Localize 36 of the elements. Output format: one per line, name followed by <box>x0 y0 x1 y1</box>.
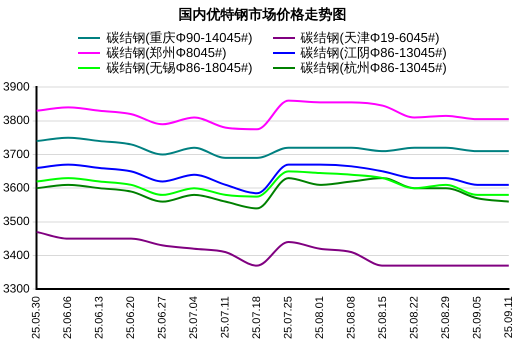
chart-title: 国内优特钢市场价格走势图 <box>178 5 348 24</box>
y-tick-label: 3500 <box>2 214 30 228</box>
legend-label: 碳结钢(重庆Φ90-14045#) <box>106 30 252 45</box>
y-tick-label: 3600 <box>2 180 30 195</box>
x-tick-label: 25.06.20 <box>125 296 138 340</box>
y-tick-label: 3400 <box>2 248 30 262</box>
y-tick-label: 3800 <box>2 113 30 128</box>
line-series <box>36 230 510 267</box>
line-series <box>36 100 510 130</box>
x-tick-label: 25.05.30 <box>30 296 43 340</box>
y-tick-label: 3900 <box>2 80 30 94</box>
legend-label: 碳结钢(郑州Φ8045#) <box>106 45 226 60</box>
x-tick-label: 25.07.11 <box>220 296 232 338</box>
x-tick-label: 25.07.25 <box>282 296 295 340</box>
x-tick-label: 25.08.08 <box>345 296 358 340</box>
x-tick-label: 25.06.13 <box>94 296 106 340</box>
legend-label: 碳结钢(杭州Φ86-13045#) <box>300 60 447 75</box>
line-series <box>36 170 510 198</box>
x-tick-label: 25.06.06 <box>62 296 74 340</box>
x-tick-label: 25.07.18 <box>251 296 264 340</box>
y-tick-label: 3700 <box>2 146 30 161</box>
x-tick-label: 25.09.05 <box>471 296 484 340</box>
line-series <box>36 164 510 194</box>
line-series <box>36 136 510 159</box>
line-series <box>36 177 510 210</box>
x-tick-label: 25.06.27 <box>156 296 169 340</box>
x-tick-label: 25.08.01 <box>314 296 326 340</box>
legend-label: 碳结钢(天津Φ19-6045#) <box>300 30 440 45</box>
legend-label: 碳结钢(无锡Φ86-18045#) <box>106 60 252 75</box>
legend-label: 碳结钢(江阴Φ86-13045#) <box>300 45 447 60</box>
y-tick-label: 3300 <box>2 281 30 296</box>
x-tick-label: 25.08.22 <box>408 296 420 340</box>
x-tick-label: 25.08.29 <box>440 296 452 340</box>
x-tick-label: 25.08.15 <box>376 296 389 340</box>
x-tick-label: 25.07.04 <box>188 296 200 340</box>
x-tick-label: 25.09.11 <box>502 296 515 338</box>
